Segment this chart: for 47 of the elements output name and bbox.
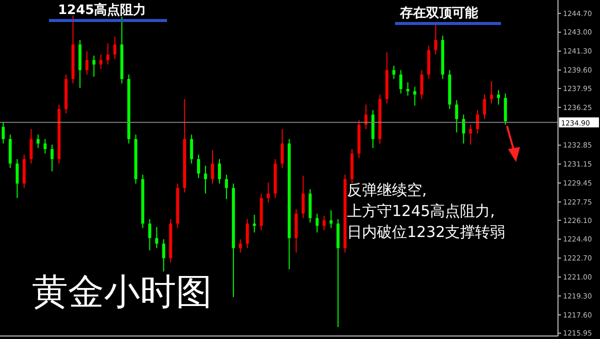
candlestick (2, 122, 5, 144)
annotation: 1245高点阻力 (58, 2, 146, 19)
candlestick (496, 90, 500, 106)
candlestick (113, 36, 116, 60)
candlestick (210, 150, 214, 184)
candlestick (155, 226, 158, 249)
text: 黄金小时图 (32, 271, 212, 315)
candlestick (504, 92, 507, 126)
candlestick (148, 218, 152, 251)
candlestick (364, 104, 368, 130)
candlestick (476, 110, 480, 134)
candlestick (469, 124, 472, 146)
candlestick (322, 215, 326, 231)
candlestick (50, 144, 54, 172)
candlestick (238, 238, 242, 254)
candlestick (490, 80, 493, 104)
candlestick (316, 213, 319, 234)
candlestick (44, 138, 47, 154)
candlestick (106, 42, 110, 66)
candlestick (16, 158, 19, 199)
candlestick (483, 94, 486, 120)
candlestick (190, 134, 194, 164)
candlestick (85, 50, 88, 76)
annotation: 存在双顶可能 (400, 5, 478, 22)
candlestick (302, 175, 305, 219)
candlestick (162, 238, 166, 272)
candlestick (252, 214, 256, 234)
candlestick (197, 154, 200, 179)
candlestick (246, 218, 249, 249)
candlestick (399, 70, 402, 94)
candlestick (204, 165, 208, 194)
candlestick (420, 70, 424, 100)
candlestick (330, 210, 333, 229)
candlestick (99, 54, 102, 70)
candlestick (455, 100, 458, 133)
candlestick (392, 65, 396, 80)
candlestick (218, 158, 221, 184)
annotation: 反弹继续空, 上方守1245高点阻力, 日内破位1232支撑转弱 (347, 180, 506, 243)
candlestick (280, 128, 284, 168)
candlestick (92, 55, 96, 78)
candlestick (30, 128, 33, 164)
candlestick (266, 182, 270, 203)
candlestick (434, 22, 438, 56)
candlestick (462, 114, 466, 144)
candlestick (413, 86, 416, 106)
candlestick (224, 174, 228, 200)
candlestick (36, 134, 40, 148)
